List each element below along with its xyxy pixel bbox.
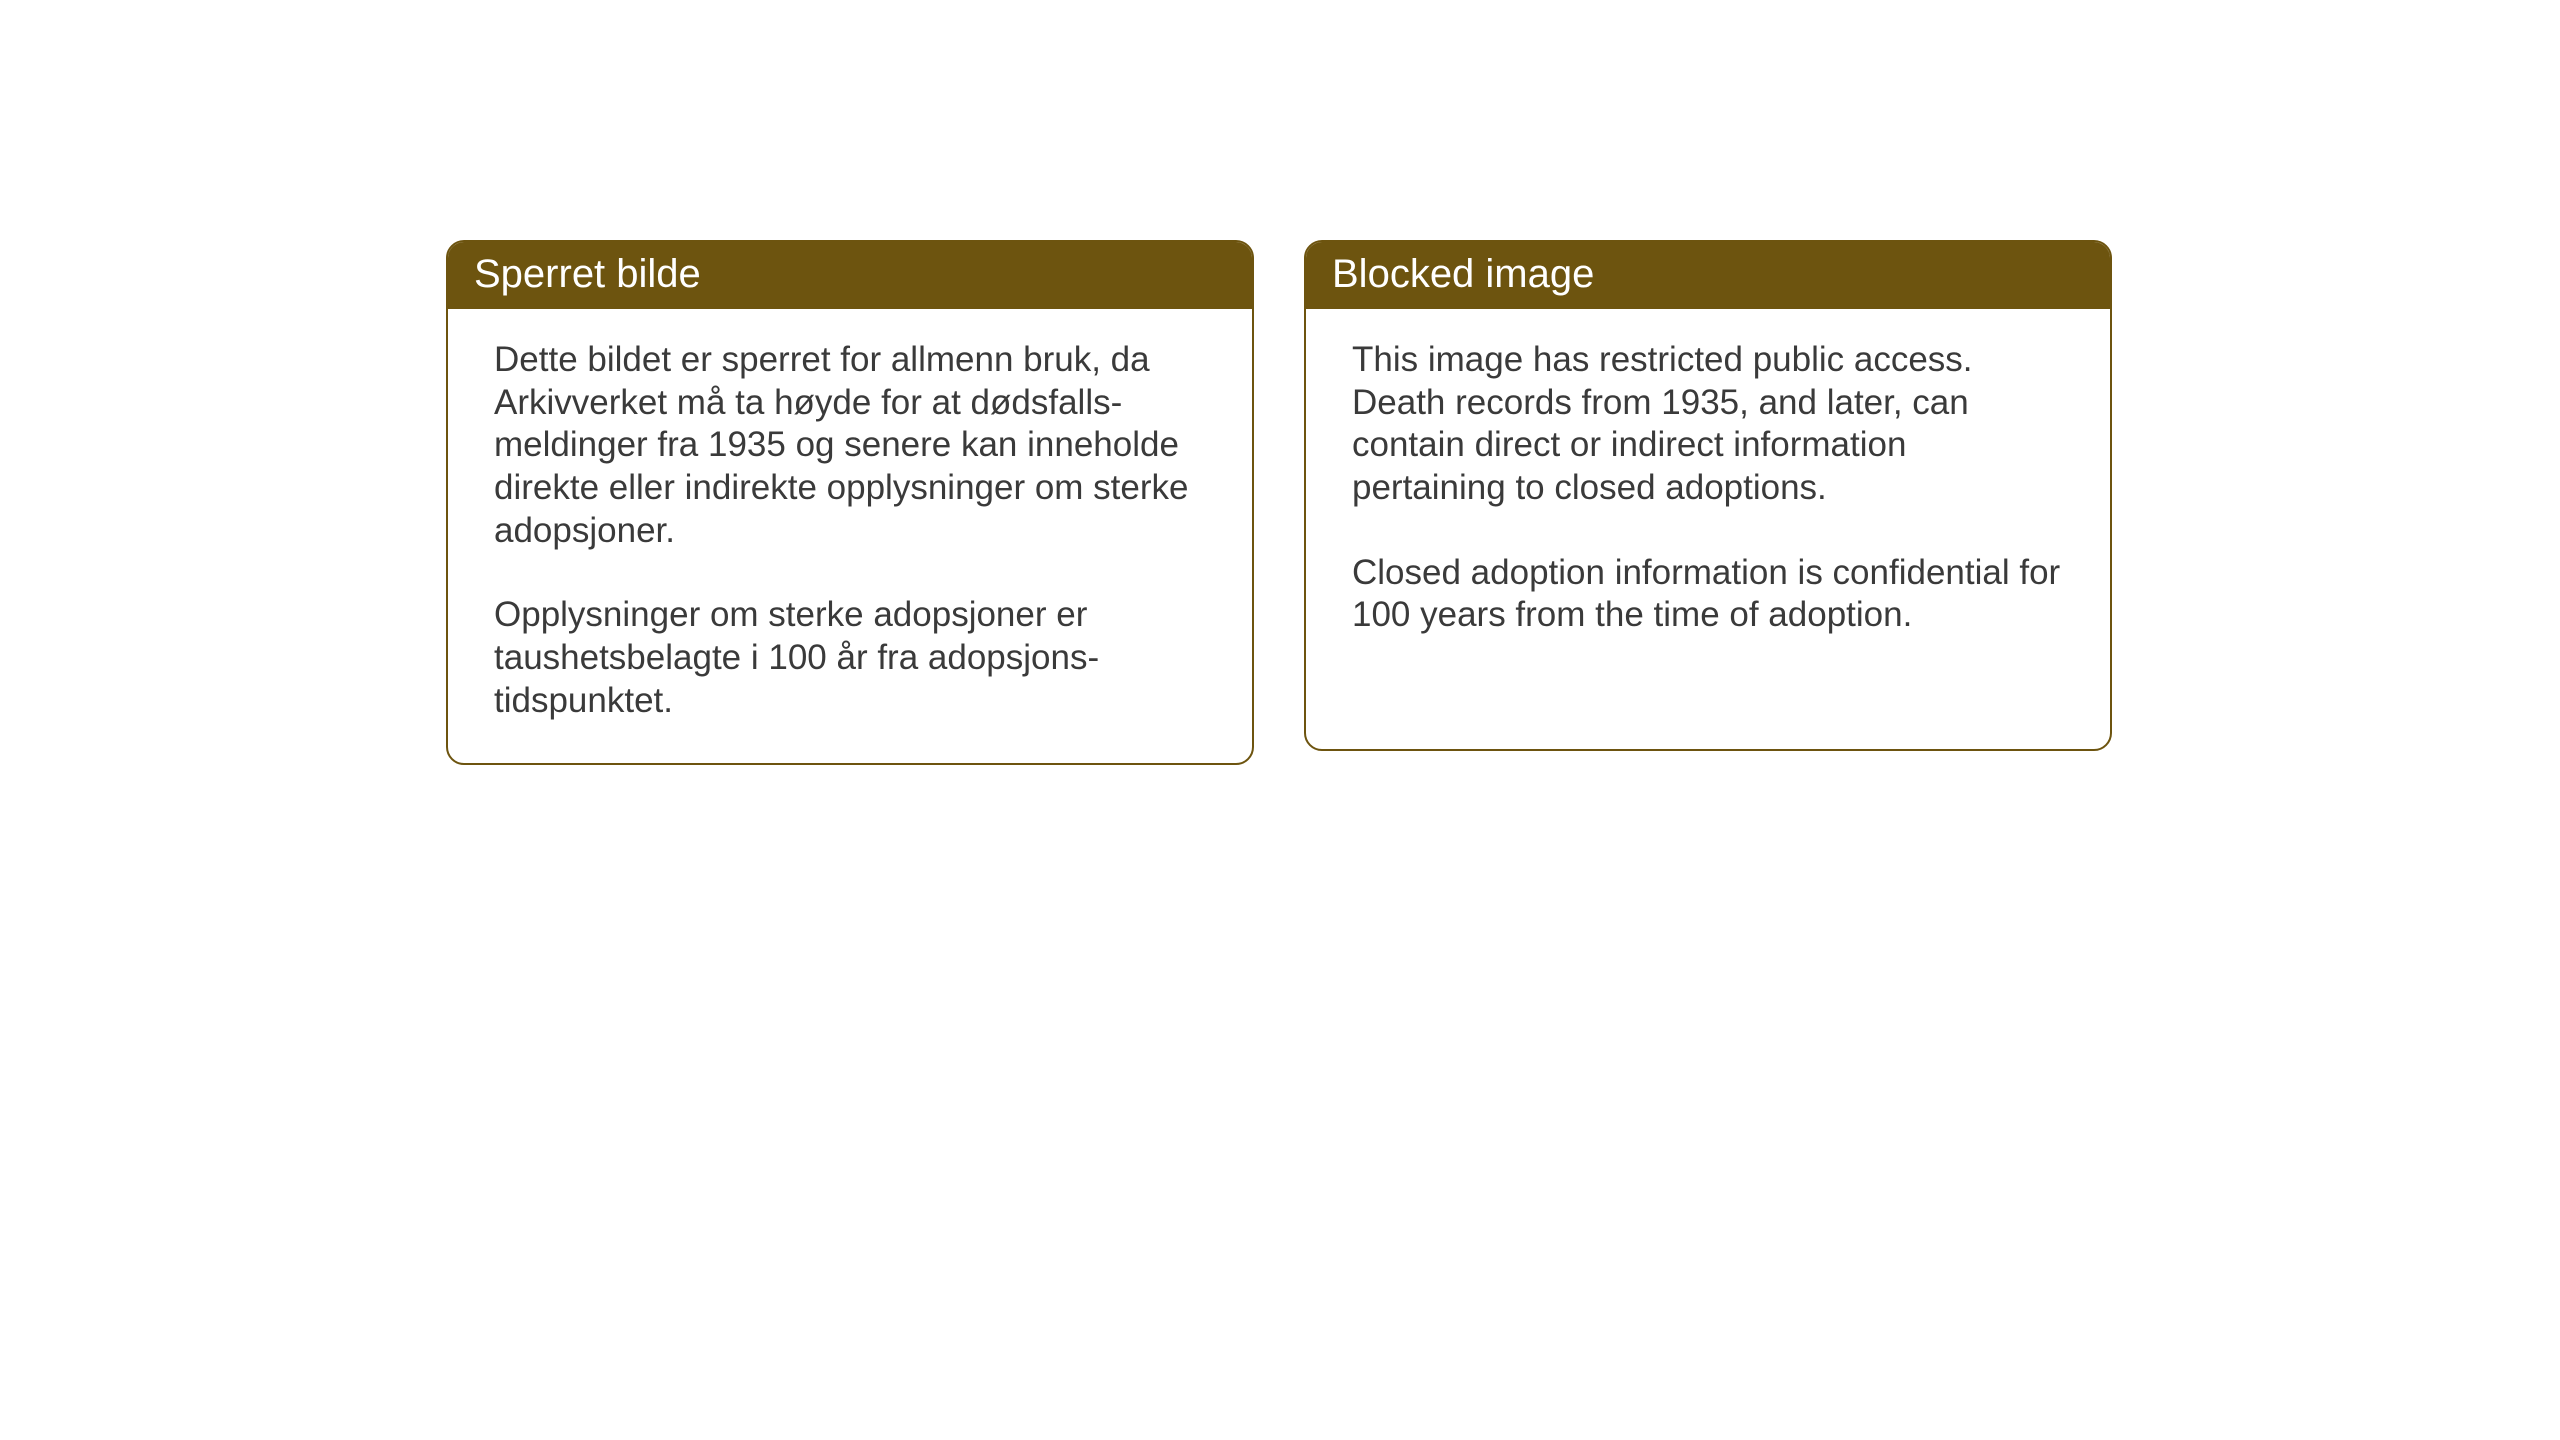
- notice-card-norwegian: Sperret bilde Dette bildet er sperret fo…: [446, 240, 1254, 765]
- notice-container: Sperret bilde Dette bildet er sperret fo…: [446, 240, 2112, 765]
- card-body-norwegian: Dette bildet er sperret for allmenn bruk…: [448, 309, 1252, 763]
- card-paragraph-2: Closed adoption information is confident…: [1352, 552, 2064, 637]
- notice-card-english: Blocked image This image has restricted …: [1304, 240, 2112, 751]
- card-header-english: Blocked image: [1306, 242, 2110, 309]
- card-paragraph-1: Dette bildet er sperret for allmenn bruk…: [494, 339, 1206, 552]
- card-paragraph-1: This image has restricted public access.…: [1352, 339, 2064, 510]
- card-title: Sperret bilde: [474, 252, 701, 296]
- card-title: Blocked image: [1332, 252, 1594, 296]
- card-header-norwegian: Sperret bilde: [448, 242, 1252, 309]
- card-body-english: This image has restricted public access.…: [1306, 309, 2110, 677]
- card-paragraph-2: Opplysninger om sterke adopsjoner er tau…: [494, 594, 1206, 722]
